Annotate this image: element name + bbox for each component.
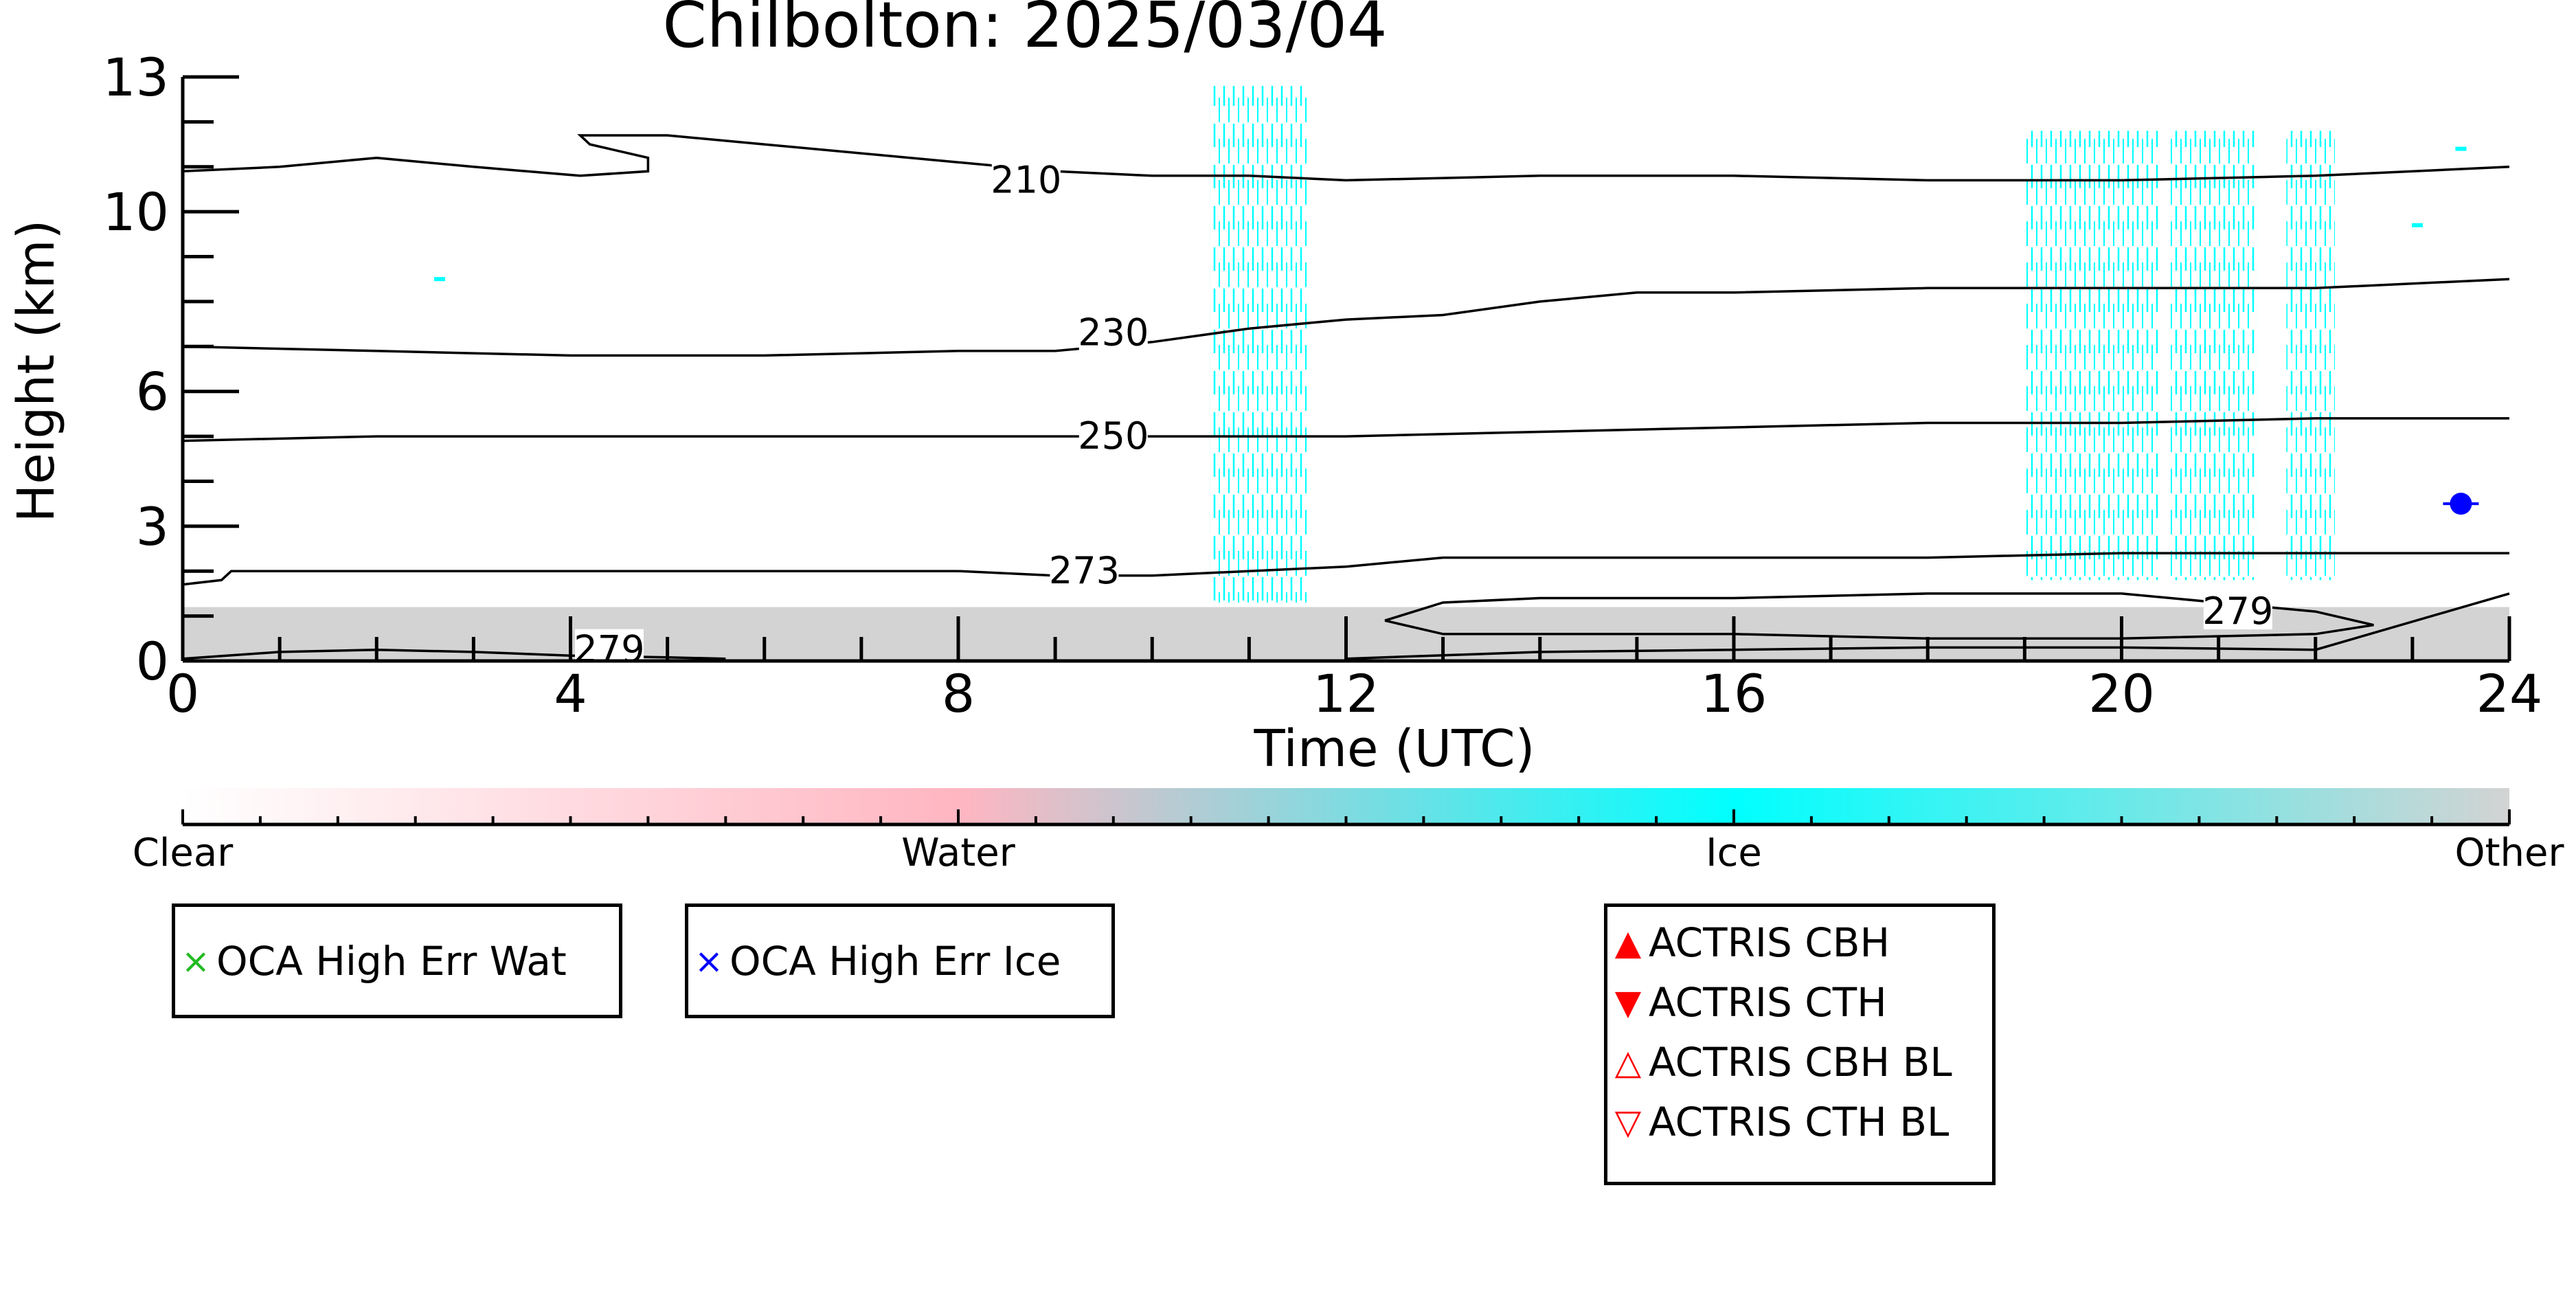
legend-box: × OCA High Err Wat: [172, 903, 622, 1018]
legend-marker-icon: △: [1614, 1042, 1642, 1082]
y-tick-label: 0: [136, 631, 169, 692]
legend-marker-icon: ▼: [1614, 983, 1642, 1022]
contour-label: 210: [991, 158, 1061, 201]
legend-entry: × OCA High Err Wat: [175, 934, 619, 989]
legend-marker-icon: ×: [694, 941, 723, 981]
contour-label-bg: [1050, 550, 1119, 590]
classification-layer: [183, 86, 2509, 661]
legend-entry: ▽ ACTRIS CTH BL: [1607, 1094, 1992, 1149]
classification-region-ice: [2286, 131, 2335, 581]
chart-title: Chilbolton: 2025/03/04: [662, 0, 1387, 62]
legend-label: OCA High Err Ice: [730, 937, 1061, 985]
x-axis-label: Time (UTC): [1253, 719, 1535, 778]
y-tick-label: 3: [136, 496, 169, 557]
y-axis-label: Height (km): [7, 220, 66, 523]
legend-label: OCA High Err Wat: [216, 937, 567, 985]
x-tick-label: 4: [554, 663, 587, 724]
contour-line-250: [182, 417, 2509, 442]
classification-region-ice: [2170, 131, 2258, 581]
oca-ice-marker: [2450, 493, 2472, 515]
ice-speck: [2411, 223, 2423, 227]
colorbar-label-water: Water: [901, 831, 1016, 875]
contour-label: 279: [2202, 590, 2273, 633]
contour-label-bg: [2203, 591, 2272, 630]
contour-line-273: [182, 552, 2509, 586]
legend-entry: ▲ ACTRIS CBH: [1607, 915, 1992, 970]
y-tick-label: 13: [102, 47, 169, 108]
contour-line-279: [1384, 592, 2374, 640]
legend-marker-icon: ▲: [1614, 923, 1642, 963]
ice-speck: [433, 277, 445, 282]
colorbar-label-clear: Clear: [133, 831, 234, 875]
legend-box: × OCA High Err Ice: [685, 903, 1115, 1018]
contour-label: 279: [574, 628, 644, 671]
axes: 0 3 6 10 13 0 4 8 12 16 20 24: [102, 47, 2542, 724]
x-tick-label: 12: [1313, 663, 1379, 724]
contour-label: 273: [1049, 549, 1120, 592]
contour-label-bg: [1078, 416, 1148, 455]
contour-label: 230: [1078, 311, 1149, 355]
contour-label-bg: [991, 159, 1061, 199]
contour-line-210: [182, 134, 2510, 182]
legend-label: ACTRIS CTH: [1649, 979, 1887, 1026]
legend-label: ACTRIS CBH BL: [1649, 1039, 1952, 1086]
classification-region-ice: [2024, 131, 2160, 581]
colorbar-label-ice: Ice: [1706, 831, 1762, 875]
legend-entry: △ ACTRIS CBH BL: [1607, 1035, 1992, 1090]
legend-marker-icon: ▽: [1614, 1102, 1642, 1142]
y-tick-label: 6: [136, 361, 169, 423]
legend-label: ACTRIS CTH BL: [1649, 1099, 1950, 1145]
legend-marker-icon: ×: [181, 941, 210, 981]
classification-region-ice: [1210, 86, 1308, 603]
colorbar-label-other: Other: [2454, 831, 2564, 875]
x-tick-label: 16: [1701, 663, 1767, 724]
legend-entry: ▼ ACTRIS CTH: [1607, 975, 1992, 1030]
colorbar: Clear Water Ice Other: [133, 788, 2564, 875]
contour-label-bg: [1078, 312, 1148, 351]
x-tick-label: 20: [2088, 663, 2155, 724]
y-tick-label: 10: [102, 181, 169, 243]
contour-line-230: [182, 278, 2510, 357]
legend-label: ACTRIS CBH: [1649, 919, 1890, 966]
ice-speck: [2455, 146, 2467, 151]
x-tick-label: 24: [2476, 663, 2543, 724]
contour-label: 250: [1078, 414, 1149, 458]
legend-entry: × OCA High Err Ice: [688, 934, 1111, 989]
legend-box: ▲ ACTRIS CBH ▼ ACTRIS CTH △ ACTRIS CBH BL ▽ ACT…: [1604, 903, 1996, 1185]
x-tick-label: 8: [942, 663, 975, 724]
x-tick-label: 0: [166, 663, 199, 724]
